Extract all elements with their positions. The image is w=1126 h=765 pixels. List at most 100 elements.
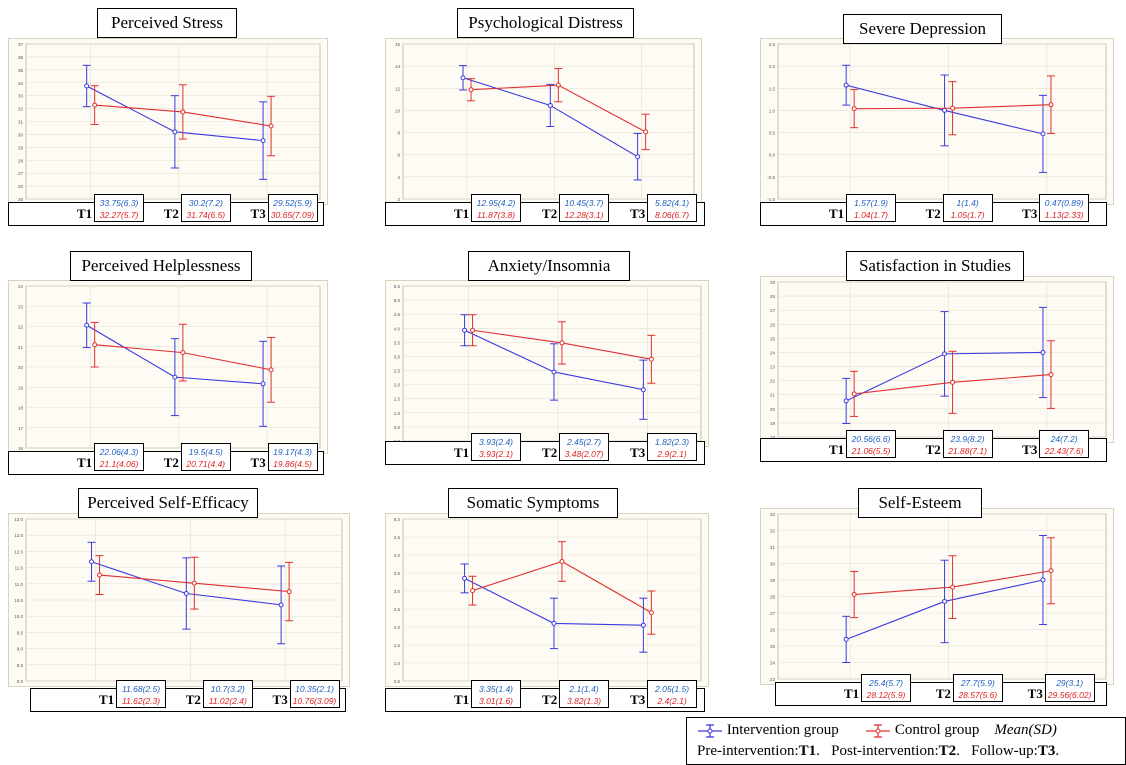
intervention-value: 27.7(5.9): [960, 678, 995, 688]
control-legend-icon: [866, 723, 891, 738]
control-point: [97, 572, 103, 578]
value-box-t2: 23.9(8.2) 21.88(7.1): [942, 430, 993, 458]
y-tick-label: 28: [770, 595, 776, 600]
y-tick-label: 4.5: [394, 535, 401, 540]
y-tick-label: 27: [18, 171, 24, 176]
value-box-t3: 10.35(2.1) 10.76(3.09): [289, 680, 340, 708]
y-tick-label: 13.0: [14, 517, 23, 522]
chart-title: Perceived Self-Efficacy: [78, 488, 258, 518]
y-tick-label: 24: [770, 661, 776, 666]
y-tick-label: 22: [770, 379, 776, 384]
legend-post-label: Post-intervention:: [831, 743, 939, 759]
y-tick-label: 36: [18, 55, 24, 60]
value-box-t1: 11.68(2.5) 11.62(2.3): [116, 680, 166, 708]
time-label-t2: T2: [163, 455, 179, 470]
y-tick-label: 8.5: [17, 663, 24, 668]
control-point: [559, 558, 565, 564]
y-tick-label: 29: [770, 280, 776, 285]
y-tick-label: 25: [770, 644, 776, 649]
time-label-t2: T2: [925, 206, 941, 221]
y-tick-label: 5.0: [394, 517, 401, 522]
chart-title: Severe Depression: [843, 14, 1002, 44]
intervention-point: [1040, 349, 1046, 355]
control-point: [851, 391, 857, 397]
chart-svg-perceived-self-efficacy: 8.0 8.5 9.0 9.5 10.0 10.5 11.0 11.5 12.0 12.5 13.0: [14, 517, 343, 684]
time-label-t2: T2: [542, 445, 558, 460]
intervention-value: 5.82(4.1): [655, 198, 690, 208]
intervention-point: [551, 620, 557, 626]
y-tick-label: 11.0: [15, 582, 24, 587]
control-point: [92, 102, 98, 108]
chart-title: Anxiety/Insomnia: [468, 251, 630, 281]
y-tick-label: 25: [770, 336, 776, 341]
intervention-point: [84, 83, 90, 89]
plot-frame: [777, 281, 1107, 438]
y-tick-label: 0.5: [394, 425, 401, 430]
intervention-point: [183, 591, 189, 597]
plot-frame: [402, 285, 702, 442]
control-point: [648, 610, 654, 616]
y-tick-label: 14: [395, 64, 401, 69]
y-tick-label: 16: [395, 42, 401, 47]
y-tick-label: 10: [395, 108, 401, 113]
y-tick-label: 1.5: [394, 397, 401, 402]
time-label-t1: T1: [77, 455, 93, 470]
chart-title: Psychological Distress: [457, 8, 634, 38]
y-tick-label: -0.5: [767, 175, 775, 180]
chart-svg-satisfaction-in-studies: 18 19 20 21 22 23 24 25 26 27 28 29: [770, 280, 1107, 440]
y-tick-label: 16: [18, 446, 24, 451]
chart-title: Perceived Helplessness: [70, 251, 252, 281]
intervention-point: [460, 75, 466, 81]
y-tick-label: 3.0: [394, 589, 401, 594]
control-point: [468, 87, 474, 93]
intervention-point: [260, 381, 266, 387]
control-value: 3.01(1.6): [478, 696, 514, 706]
control-value: 3.82(1.3): [567, 696, 602, 706]
value-box-t2: 2.45(2.7) 3.48(2.07): [559, 433, 610, 461]
control-value: 11.87(3.8): [476, 210, 516, 220]
intervention-point: [640, 387, 646, 393]
intervention-point: [942, 598, 948, 604]
y-tick-label: 4.0: [394, 326, 401, 331]
intervention-value: 0.47(0.89): [1044, 198, 1084, 208]
y-tick-label: 19: [18, 385, 24, 390]
y-tick-label: 26: [770, 322, 776, 327]
control-value: 3.48(2.07): [564, 449, 604, 459]
y-tick-label: 26: [18, 184, 24, 189]
legend-follow-code: T3: [1037, 743, 1056, 759]
control-point: [851, 592, 857, 598]
y-tick-label: 1.5: [769, 86, 776, 91]
value-box-t3: 24(7.2) 22.43(7.6): [1039, 430, 1090, 458]
control-value: 31.74(6.5): [186, 210, 226, 220]
time-label-t2: T2: [935, 686, 951, 701]
y-tick-label: 3.5: [394, 340, 401, 345]
y-tick-label: 31: [18, 120, 24, 125]
value-box-t2: 1(1.4) 1.05(1.7): [942, 194, 993, 222]
intervention-point: [89, 559, 95, 565]
intervention-point: [172, 374, 178, 380]
y-tick-label: 19: [770, 421, 776, 426]
intervention-value: 10.35(2.1): [295, 684, 334, 694]
y-tick-label: 11.5: [15, 566, 24, 571]
plot-area: [385, 38, 702, 205]
control-point: [1048, 568, 1054, 574]
time-label-t2: T2: [542, 692, 558, 707]
y-tick-label: 17: [18, 426, 24, 431]
time-label-t3: T3: [250, 206, 266, 221]
control-point: [191, 580, 197, 586]
control-point: [470, 588, 476, 594]
time-label-t1: T1: [829, 206, 845, 221]
value-box-t1: 22.06(4.3) 21.1(4.06): [94, 443, 144, 471]
y-tick-label: 22: [18, 325, 24, 330]
chart-svg-psychological-distress: 2 4 6 8 10 12 14 16: [395, 42, 695, 202]
control-point: [950, 584, 956, 590]
control-value: 29.56(6.02): [1047, 690, 1092, 700]
chart-title: Self-Esteem: [858, 488, 982, 518]
intervention-value: 1.82(2.3): [655, 437, 690, 447]
chart-title: Perceived Stress: [97, 8, 237, 38]
control-point: [92, 342, 98, 348]
control-point: [268, 367, 274, 373]
y-tick-label: 9.0: [17, 647, 24, 652]
control-point: [470, 327, 476, 333]
y-tick-label: 29: [770, 578, 776, 583]
